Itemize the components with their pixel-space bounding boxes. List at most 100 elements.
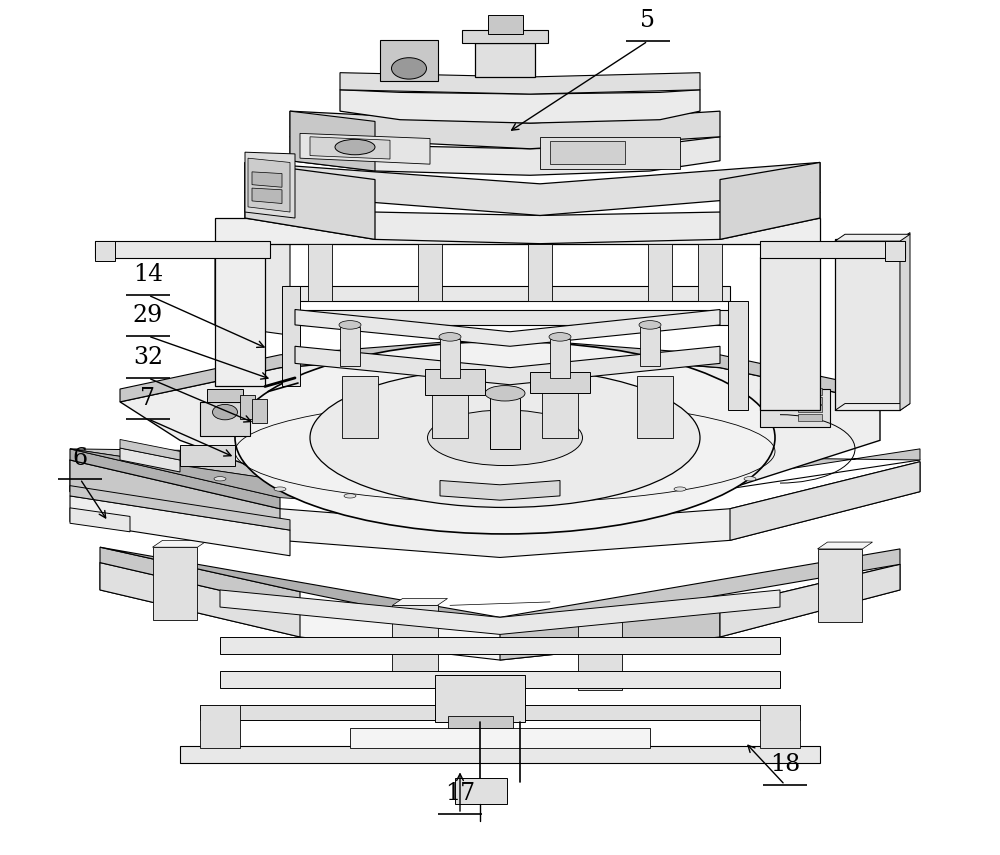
Ellipse shape — [674, 487, 686, 491]
Polygon shape — [818, 542, 872, 549]
Ellipse shape — [549, 333, 571, 341]
Text: 7: 7 — [140, 387, 156, 410]
Polygon shape — [200, 705, 240, 748]
Ellipse shape — [439, 333, 461, 341]
Polygon shape — [70, 508, 130, 532]
Polygon shape — [728, 301, 748, 410]
Polygon shape — [290, 111, 375, 171]
Polygon shape — [392, 598, 448, 605]
Polygon shape — [100, 547, 300, 609]
Polygon shape — [835, 234, 910, 241]
Polygon shape — [282, 286, 300, 386]
Polygon shape — [637, 376, 673, 438]
Polygon shape — [180, 746, 820, 763]
Polygon shape — [285, 286, 730, 301]
Text: 29: 29 — [133, 304, 163, 327]
Polygon shape — [760, 241, 905, 258]
Polygon shape — [730, 462, 920, 540]
Polygon shape — [550, 141, 625, 164]
Polygon shape — [295, 346, 720, 385]
Polygon shape — [488, 15, 523, 34]
Polygon shape — [200, 402, 250, 436]
Polygon shape — [70, 460, 280, 540]
Polygon shape — [70, 496, 290, 556]
Polygon shape — [248, 158, 290, 212]
Polygon shape — [340, 90, 700, 123]
Polygon shape — [418, 244, 442, 301]
Text: 6: 6 — [72, 447, 88, 470]
Polygon shape — [215, 244, 290, 335]
Polygon shape — [70, 449, 500, 513]
Polygon shape — [95, 241, 115, 261]
Ellipse shape — [639, 321, 661, 329]
Polygon shape — [455, 778, 507, 804]
Polygon shape — [310, 137, 390, 159]
Polygon shape — [308, 244, 332, 301]
Polygon shape — [380, 40, 438, 81]
Polygon shape — [798, 405, 822, 412]
Polygon shape — [342, 376, 378, 438]
Polygon shape — [152, 540, 208, 547]
Ellipse shape — [428, 410, 582, 465]
Polygon shape — [835, 404, 910, 410]
Ellipse shape — [344, 494, 356, 498]
Polygon shape — [835, 239, 900, 410]
Polygon shape — [425, 369, 485, 395]
Text: 17: 17 — [445, 782, 475, 805]
Polygon shape — [207, 389, 243, 402]
Polygon shape — [720, 162, 820, 239]
Polygon shape — [220, 637, 780, 654]
Ellipse shape — [214, 477, 226, 481]
Polygon shape — [340, 73, 700, 94]
Polygon shape — [500, 549, 900, 633]
Polygon shape — [340, 327, 360, 366]
Polygon shape — [760, 256, 820, 410]
Ellipse shape — [744, 477, 756, 481]
Polygon shape — [252, 399, 267, 423]
Polygon shape — [70, 460, 920, 557]
Polygon shape — [120, 351, 880, 509]
Polygon shape — [798, 388, 822, 395]
Ellipse shape — [335, 139, 375, 155]
Text: 14: 14 — [133, 263, 163, 286]
Polygon shape — [220, 671, 780, 688]
Polygon shape — [500, 607, 720, 660]
Polygon shape — [720, 564, 900, 637]
Polygon shape — [540, 137, 680, 169]
Ellipse shape — [485, 386, 525, 401]
Polygon shape — [295, 310, 720, 346]
Polygon shape — [100, 563, 900, 660]
Polygon shape — [542, 376, 578, 438]
Polygon shape — [900, 233, 910, 410]
Polygon shape — [95, 241, 270, 258]
Polygon shape — [70, 449, 920, 513]
Polygon shape — [120, 338, 880, 402]
Polygon shape — [798, 414, 822, 421]
Polygon shape — [100, 563, 300, 637]
Polygon shape — [440, 481, 560, 500]
Polygon shape — [490, 398, 520, 449]
Polygon shape — [798, 397, 822, 404]
Polygon shape — [818, 549, 862, 622]
Ellipse shape — [212, 404, 238, 420]
Polygon shape — [290, 137, 720, 175]
Polygon shape — [578, 617, 622, 690]
Polygon shape — [70, 449, 280, 509]
Text: 32: 32 — [133, 346, 163, 369]
Polygon shape — [220, 590, 780, 634]
Polygon shape — [215, 244, 265, 386]
Polygon shape — [245, 162, 375, 239]
Polygon shape — [448, 716, 513, 728]
Ellipse shape — [392, 58, 426, 80]
Polygon shape — [290, 111, 720, 149]
Ellipse shape — [339, 321, 361, 329]
Polygon shape — [245, 162, 820, 215]
Polygon shape — [180, 445, 235, 466]
Polygon shape — [120, 448, 180, 472]
Polygon shape — [530, 372, 590, 393]
Text: 5: 5 — [640, 9, 656, 32]
Polygon shape — [252, 172, 282, 187]
Polygon shape — [648, 244, 672, 301]
Polygon shape — [245, 152, 295, 218]
Polygon shape — [215, 218, 820, 244]
